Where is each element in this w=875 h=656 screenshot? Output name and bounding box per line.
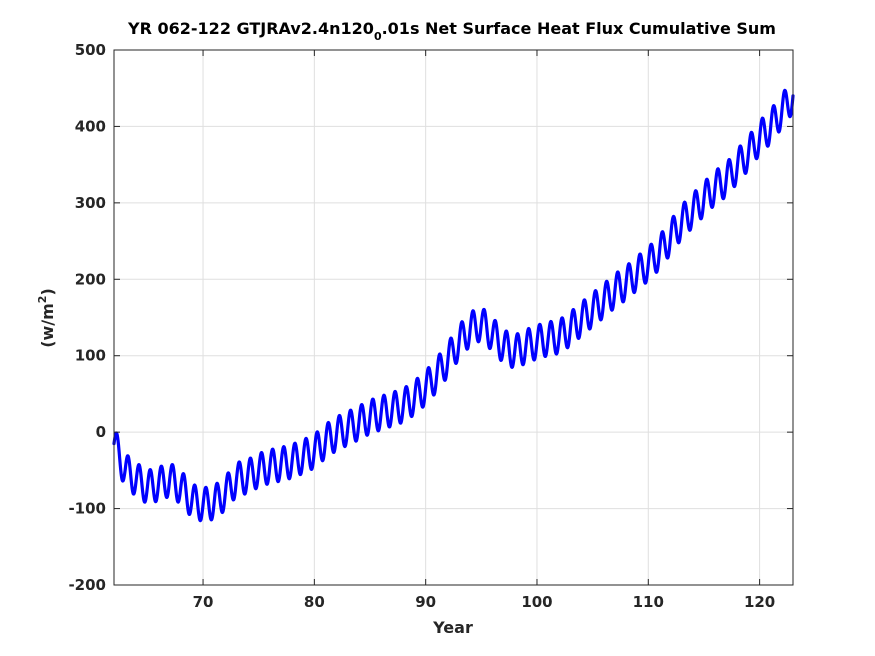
- y-tick-label: 100: [75, 347, 106, 365]
- plot-frame: [113, 49, 794, 586]
- x-tick-label: 80: [304, 593, 325, 611]
- y-tick-label: -200: [68, 576, 106, 594]
- y-tick-label: 300: [75, 194, 106, 212]
- x-tick-label: 110: [633, 593, 664, 611]
- chart-title-subscript: 0: [374, 30, 382, 43]
- chart-title: YR 062-122 GTJRAv2.4n1200.01s Net Surfac…: [127, 19, 776, 43]
- series-layer: [112, 88, 795, 523]
- series-line-1: [112, 88, 795, 523]
- y-tick-labels: -200 -100 0 100 200 300 400 500: [68, 41, 106, 594]
- y-axis-label-superscript: 2: [36, 296, 49, 304]
- x-tick-label: 100: [521, 593, 552, 611]
- y-axis-label: (w/m2): [36, 288, 57, 348]
- x-tick-label: 70: [193, 593, 214, 611]
- x-axis-label: Year: [432, 618, 473, 637]
- y-tick-label: 0: [96, 423, 106, 441]
- y-tick-label: 200: [75, 270, 106, 288]
- y-tick-label: 500: [75, 41, 106, 59]
- x-tick-labels: 70 80 90 100 110 120: [193, 593, 776, 611]
- tick-marks: [114, 49, 793, 586]
- x-tick-label: 120: [744, 593, 775, 611]
- x-tick-label: 90: [415, 593, 436, 611]
- y-tick-label: -100: [68, 500, 106, 518]
- y-tick-label: 400: [75, 117, 106, 135]
